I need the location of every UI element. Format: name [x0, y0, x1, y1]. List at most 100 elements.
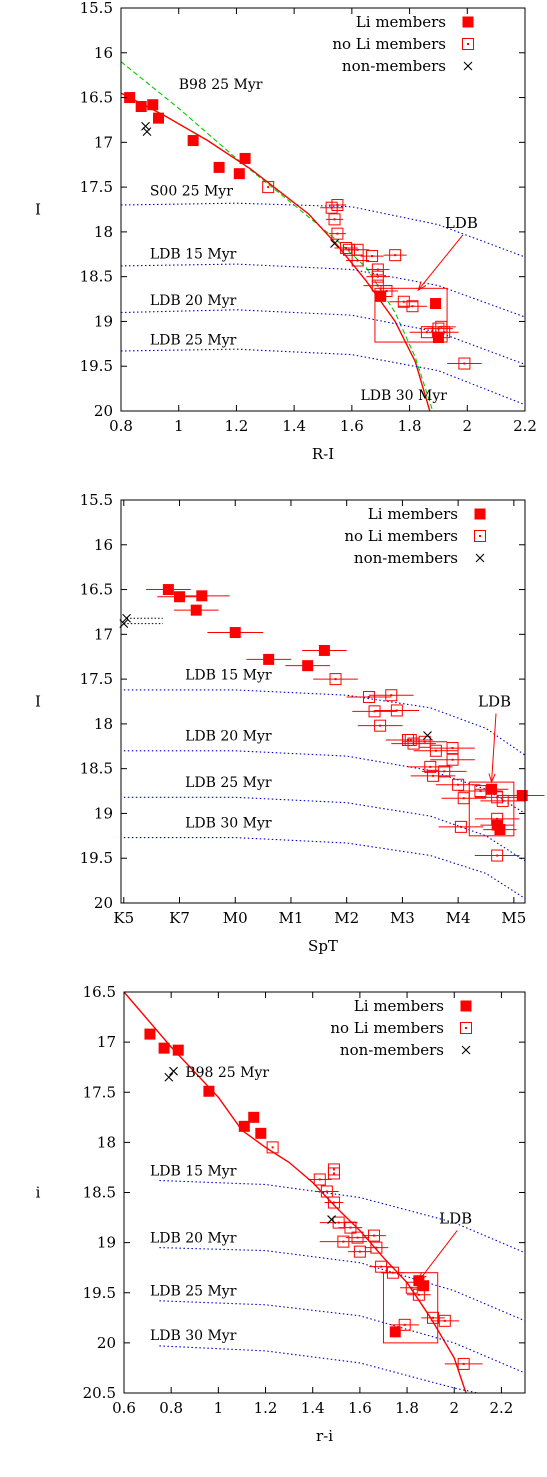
point-no-li-members	[474, 785, 487, 798]
point-no-li-members	[438, 1314, 451, 1327]
y-tick-label: 17.5	[83, 1083, 116, 1101]
model-curves	[121, 61, 525, 411]
y-tick-label: 20.5	[83, 1384, 116, 1402]
point-li-members	[153, 112, 165, 124]
legend-marker	[463, 61, 473, 71]
x-tick-label: M4	[446, 909, 471, 927]
point-non-members	[327, 1215, 336, 1224]
ldb-arrow	[417, 234, 464, 291]
point-no-li-members	[457, 792, 470, 805]
y-axis-label: I	[35, 201, 41, 219]
point-non-members	[142, 127, 152, 136]
point-li-members	[162, 584, 174, 596]
ldb-label: LDB	[439, 1210, 472, 1228]
legend-entry: no Li members	[330, 1019, 444, 1037]
point-li-members	[233, 168, 245, 180]
y-tick-label: 16	[94, 44, 113, 62]
curve-b98-25-myr	[121, 61, 434, 411]
x-tick-label: 2	[463, 417, 473, 435]
point-li-members	[147, 99, 159, 111]
legend-entry: Li members	[356, 13, 446, 31]
legend-marker	[475, 553, 485, 563]
y-tick-label: 17	[94, 133, 113, 151]
plot-frame	[120, 499, 526, 904]
point-no-li-members	[320, 1185, 333, 1198]
point-no-li-members	[427, 1311, 440, 1324]
data-points	[124, 92, 482, 370]
point-li-members	[255, 1127, 267, 1139]
point-no-li-members	[390, 704, 403, 717]
point-non-members	[164, 1072, 174, 1082]
plot-frame	[120, 7, 526, 412]
point-li-members	[187, 135, 199, 147]
y-tick-label: 18	[94, 715, 113, 733]
curve-label: B98 25 Myr	[179, 77, 263, 93]
point-li-members	[174, 591, 186, 603]
point-li-members	[491, 819, 503, 831]
curve-ldb-20-myr	[159, 1247, 525, 1322]
x-axis-label: R-I	[312, 445, 334, 463]
point-no-li-members	[331, 227, 344, 240]
point-no-li-members	[366, 250, 379, 263]
point-no-li-members	[412, 1288, 425, 1301]
point-no-li-members	[313, 1173, 326, 1186]
curve-ldb-15-myr	[123, 689, 525, 756]
point-no-li-members	[371, 270, 384, 283]
point-no-li-members	[398, 1318, 411, 1331]
legend-entry: non-members	[340, 1041, 444, 1059]
point-non-members	[330, 239, 339, 248]
point-no-li-members	[368, 1229, 381, 1242]
point-no-li-members	[458, 357, 471, 370]
point-no-li-members	[328, 213, 341, 226]
point-no-li-members	[491, 849, 504, 862]
x-tick-label: 1.8	[395, 1399, 419, 1417]
point-no-li-members	[380, 284, 393, 297]
point-no-li-members	[375, 1260, 388, 1273]
x-tick-label: 0.6	[112, 1399, 136, 1417]
curve-ldb-30-myr	[159, 1345, 478, 1393]
point-li-members	[318, 644, 330, 656]
curve-ldb-25-myr	[121, 309, 525, 365]
y-tick-label: 20	[97, 1334, 116, 1352]
x-tick-label: 2.2	[489, 1399, 513, 1417]
y-tick-label: 17	[94, 625, 113, 643]
point-no-li-members	[266, 1141, 279, 1154]
legend-marker	[474, 508, 486, 520]
ldb-box	[374, 287, 448, 343]
curve-b98-25-myr	[124, 992, 467, 1393]
point-li-members	[144, 1028, 156, 1040]
x-tick-label: 1.2	[254, 1399, 278, 1417]
x-tick-label: K7	[169, 909, 190, 927]
y-tick-label: 19.5	[83, 1284, 116, 1302]
point-no-li-members	[491, 812, 504, 825]
curve-label: LDB 30 Myr	[150, 1328, 237, 1344]
point-no-li-members	[331, 199, 344, 212]
point-no-li-members	[351, 254, 364, 267]
y-tick-label: 17.5	[80, 670, 113, 688]
point-no-li-members	[370, 1241, 383, 1254]
point-no-li-members	[405, 1281, 418, 1294]
point-no-li-members	[385, 689, 398, 702]
point-no-li-members	[429, 744, 442, 757]
point-no-li-members	[344, 1221, 357, 1234]
point-no-li-members	[452, 778, 465, 791]
point-li-members	[135, 101, 147, 113]
x-tick-label: 0.8	[109, 417, 133, 435]
curve-ldb-25-myr	[123, 796, 525, 862]
legend-entry: non-members	[342, 57, 446, 75]
curve-label: LDB 15 Myr	[150, 1163, 237, 1179]
x-tick-label: K5	[113, 909, 134, 927]
y-tick-label: 19.5	[80, 849, 113, 867]
point-li-members	[302, 660, 314, 672]
x-tick-label: M1	[279, 909, 304, 927]
y-tick-label: 20	[94, 894, 113, 912]
x-tick-label: 1.2	[224, 417, 248, 435]
point-no-li-members	[351, 1231, 364, 1244]
y-tick-label: 19.5	[80, 357, 113, 375]
curve-label: LDB 20 Myr	[150, 1231, 237, 1247]
curve-ldb-15-myr	[159, 1179, 525, 1254]
point-no-li-members	[457, 1357, 470, 1370]
model-curves	[124, 992, 525, 1393]
x-tick-label: M3	[390, 909, 415, 927]
ldb-arrow	[418, 1230, 458, 1282]
